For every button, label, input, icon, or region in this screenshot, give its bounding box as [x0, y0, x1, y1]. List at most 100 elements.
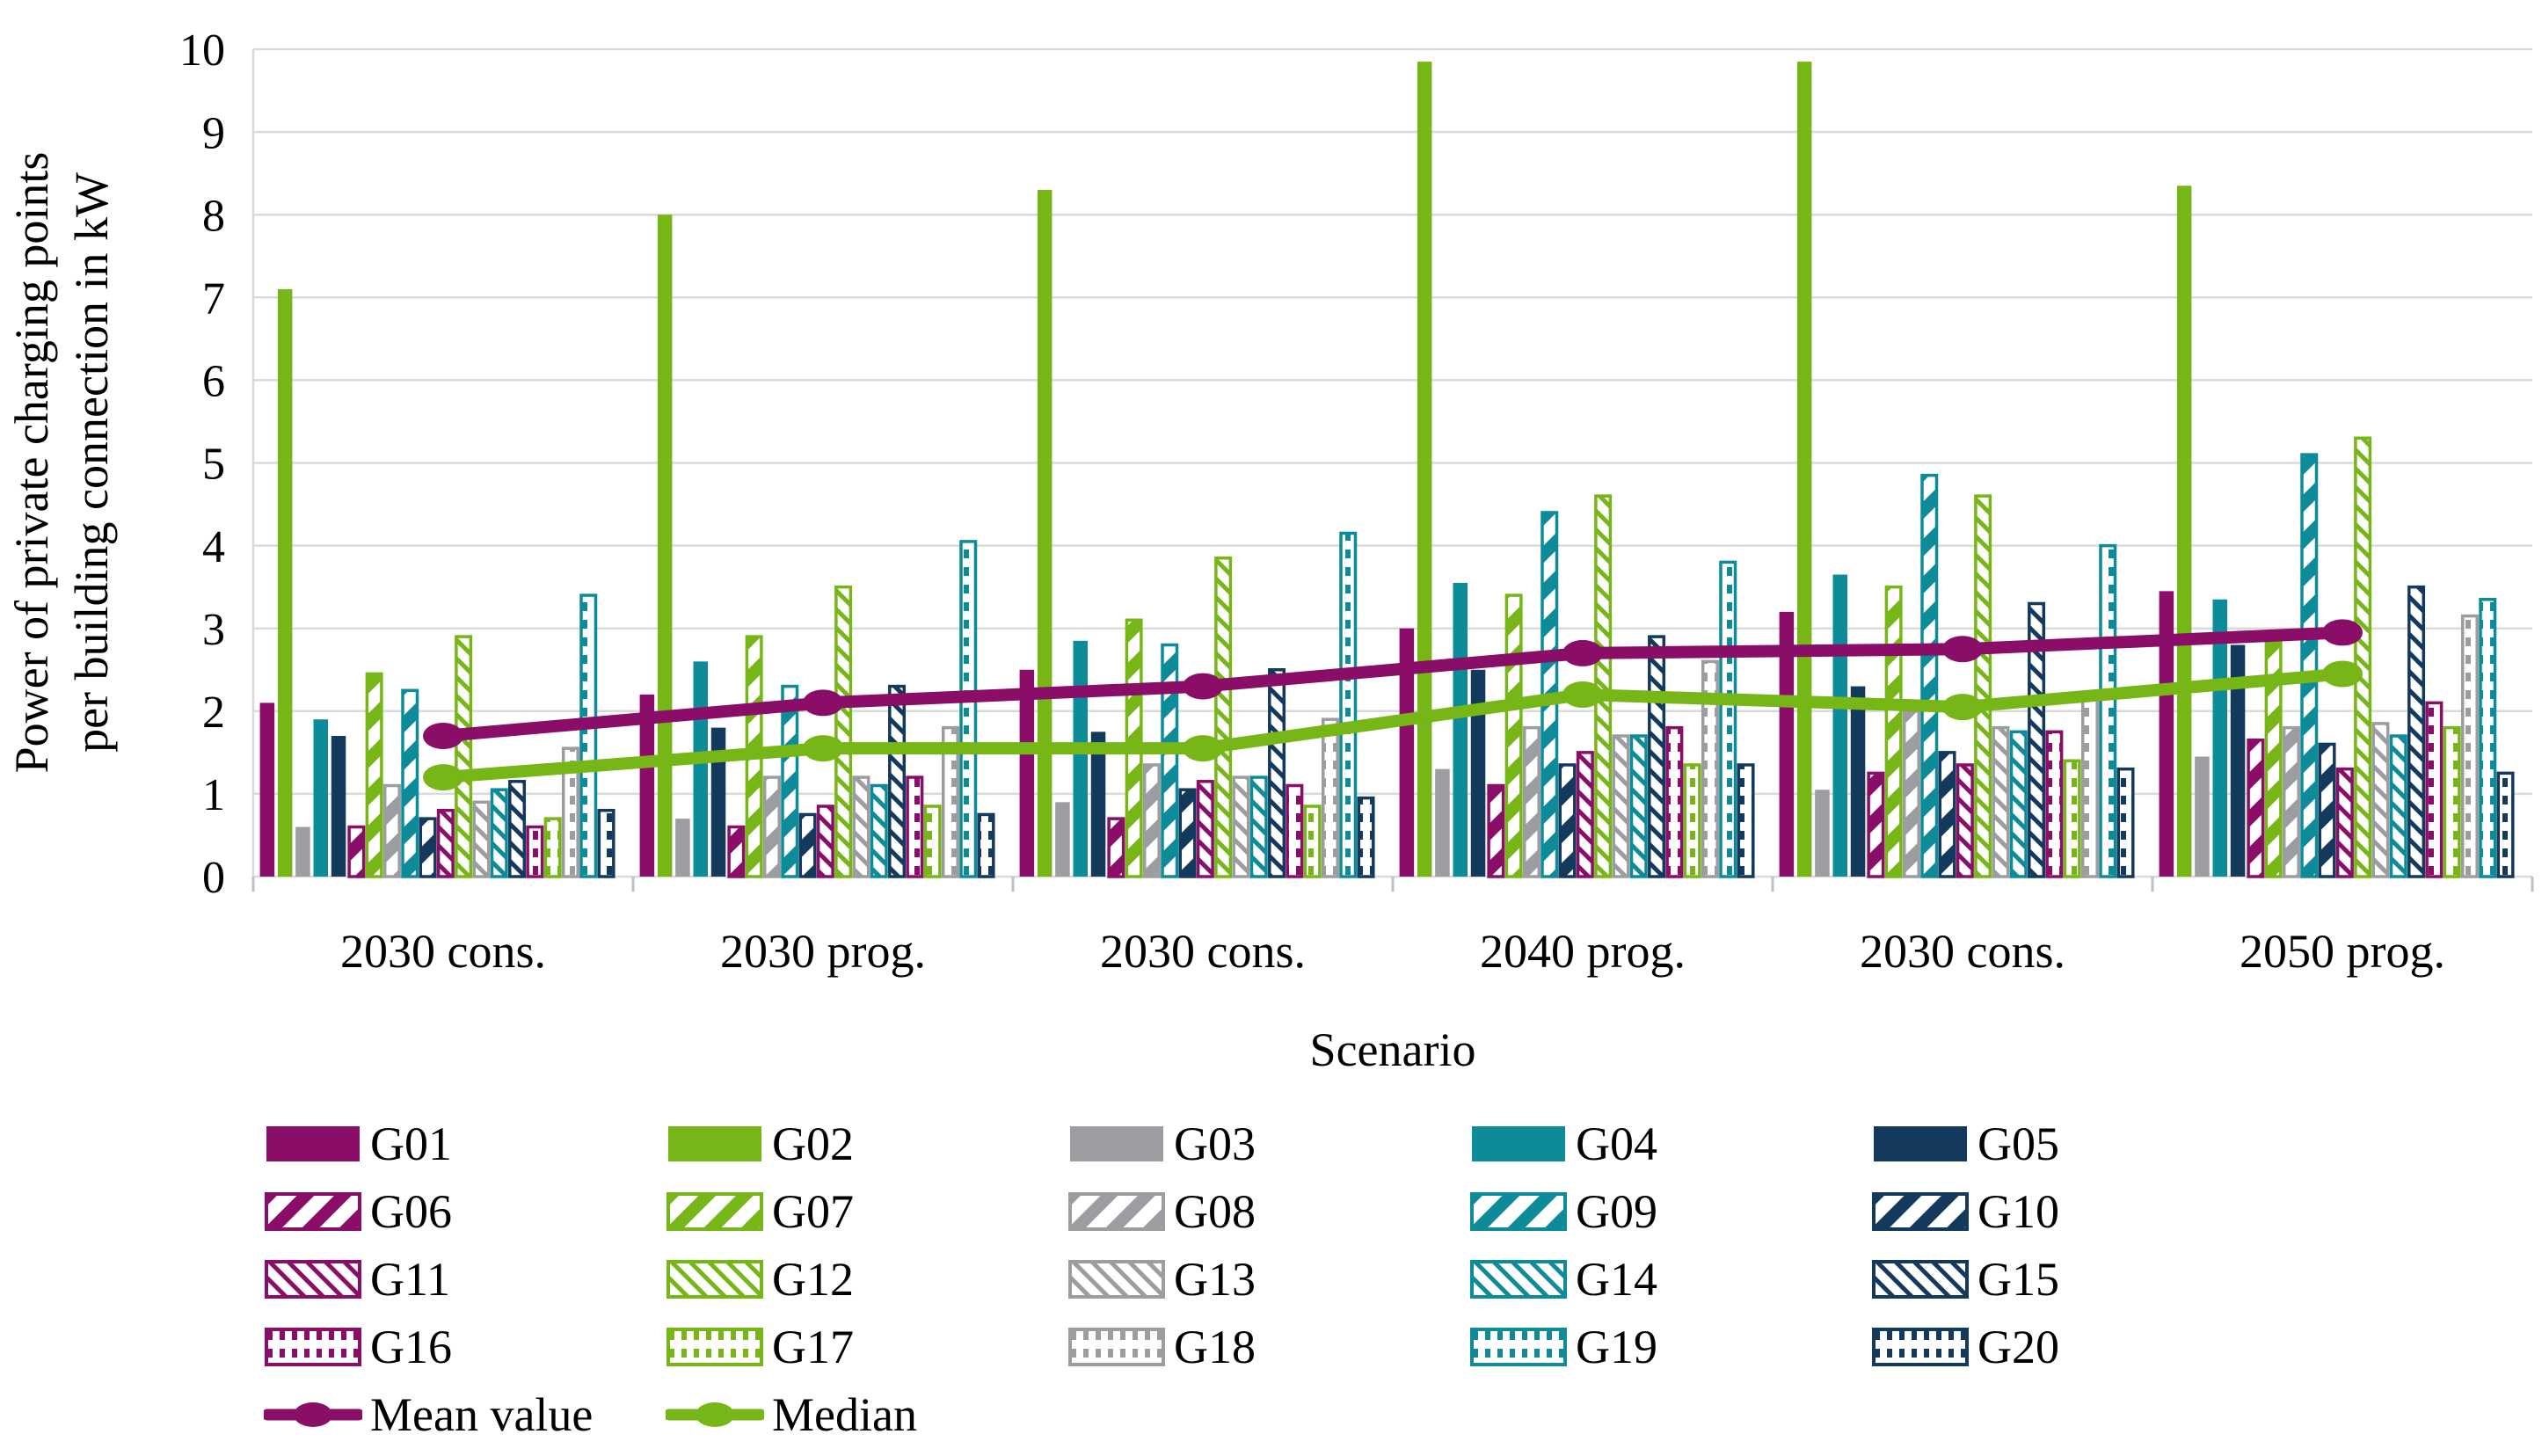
- legend-swatch-rect: [668, 1126, 761, 1161]
- legend-label: G08: [1174, 1185, 1256, 1238]
- y-tick-label: 7: [202, 274, 225, 324]
- legend-swatch: [264, 1402, 362, 1427]
- bar-G09-cat5: [1920, 473, 1939, 878]
- bar-G12-cat1: [455, 635, 473, 878]
- bar-G09-cat1: [401, 688, 419, 878]
- legend-swatch: [265, 1260, 361, 1299]
- bar-G15-cat2: [888, 684, 907, 878]
- legend-item-g08: G08: [1067, 1185, 1256, 1238]
- legend-swatch: [666, 1402, 764, 1427]
- legend-item-g04: G04: [1469, 1117, 1657, 1170]
- bar-G06-cat2: [727, 825, 746, 878]
- bar-G14-cat5: [2009, 730, 2028, 878]
- bar-G10-cat4: [1558, 763, 1577, 878]
- bar-G13-cat2: [852, 775, 870, 878]
- bar-G09-cat3: [1161, 643, 1179, 878]
- y-tick-label: 0: [202, 853, 225, 903]
- bar-G03-cat3: [1055, 802, 1070, 877]
- bar-G13-cat5: [1992, 725, 2010, 878]
- bar-G11-cat5: [1956, 763, 1974, 878]
- bar-G11-cat4: [1576, 751, 1594, 878]
- bar-G16-cat5: [2045, 730, 2064, 878]
- legend-swatch-rect: [1472, 1126, 1565, 1161]
- legend-swatch: [1872, 1328, 1969, 1366]
- y-tick-label: 1: [202, 770, 225, 820]
- bar-G20-cat1: [597, 808, 615, 878]
- legend-swatch: [1470, 1260, 1567, 1299]
- bar-G16-cat6: [2425, 701, 2444, 878]
- legend-swatch: [666, 1260, 763, 1299]
- bar-G11-cat6: [2335, 767, 2354, 878]
- bar-G02-cat6: [2176, 186, 2192, 877]
- legend-line-marker: [696, 1402, 734, 1427]
- legend-item-g20: G20: [1871, 1321, 2059, 1373]
- legend-label: Median: [772, 1388, 917, 1441]
- bar-G05-cat1: [331, 736, 346, 877]
- bar-G15-cat6: [2407, 585, 2426, 878]
- legend-swatch-rect: [265, 1260, 361, 1299]
- bar-G20-cat2: [977, 812, 995, 878]
- legend-swatch: [266, 1126, 360, 1161]
- bar-G11-cat3: [1196, 780, 1214, 878]
- bar-G19-cat2: [959, 540, 978, 878]
- bar-G11-cat1: [436, 808, 455, 878]
- mean-value-marker-cat1: [423, 723, 463, 750]
- legend-swatch-rect: [1070, 1126, 1163, 1161]
- bar-G03-cat6: [2195, 756, 2210, 877]
- bar-G05-cat6: [2230, 644, 2246, 877]
- x-category-label: 2030 cons.: [1100, 925, 1306, 978]
- bar-G01-cat6: [2159, 591, 2174, 877]
- legend-label: G18: [1174, 1321, 1256, 1373]
- bar-G02-cat2: [657, 215, 673, 877]
- legend-swatch: [1470, 1192, 1567, 1231]
- legend-label: G11: [370, 1253, 450, 1306]
- legend-swatch: [1070, 1126, 1163, 1161]
- x-category-label: 2030 cons.: [1860, 925, 2065, 978]
- mean-value-line: [437, 626, 2349, 743]
- bar-G10-cat6: [2318, 742, 2336, 878]
- legend-swatch-rect: [666, 1192, 763, 1231]
- legend-label: G14: [1576, 1253, 1657, 1306]
- bar-G18-cat1: [561, 746, 579, 878]
- bar-G16-cat4: [1665, 725, 1684, 878]
- legend-swatch: [1874, 1126, 1967, 1161]
- bar-G18-cat2: [941, 725, 959, 878]
- legend-item-g18: G18: [1067, 1321, 1256, 1373]
- legend-item-g17: G17: [666, 1321, 854, 1373]
- legend-label: G17: [772, 1321, 854, 1373]
- legend-swatch: [1068, 1192, 1165, 1231]
- bar-G09-cat2: [781, 684, 799, 878]
- bar-G19-cat4: [1719, 560, 1737, 878]
- legend-line-marker: [294, 1402, 332, 1427]
- bar-G11-cat2: [816, 804, 834, 878]
- bar-G15-cat4: [1648, 635, 1666, 878]
- bar-G08-cat1: [382, 783, 401, 878]
- bar-G13-cat3: [1232, 775, 1250, 878]
- bar-G01-cat2: [639, 694, 655, 877]
- x-category-label: 2030 prog.: [720, 925, 926, 978]
- bar-G20-cat5: [2116, 767, 2135, 878]
- bar-G16-cat2: [906, 775, 924, 878]
- legend-swatch-rect: [1874, 1126, 1967, 1161]
- legend-label: G04: [1576, 1117, 1657, 1170]
- bar-G02-cat1: [277, 288, 293, 877]
- bar-G05-cat2: [710, 727, 726, 877]
- legend-label: G16: [370, 1321, 452, 1373]
- bar-G04-cat2: [693, 661, 708, 877]
- legend-swatch-rect: [1470, 1260, 1567, 1299]
- legend-label: G20: [1978, 1321, 2059, 1373]
- legend-item-g02: G02: [666, 1117, 854, 1170]
- bar-G20-cat3: [1357, 796, 1375, 878]
- bar-G08-cat6: [2282, 725, 2300, 878]
- legend-label: G19: [1576, 1321, 1657, 1373]
- legend-swatch-rect: [666, 1328, 763, 1366]
- legend-item-g16: G16: [264, 1321, 452, 1373]
- y-tick-label: 9: [202, 108, 225, 158]
- bar-G06-cat5: [1867, 771, 1885, 878]
- bar-G16-cat1: [526, 825, 544, 878]
- legend-item-g03: G03: [1067, 1117, 1256, 1170]
- bar-G08-cat3: [1142, 763, 1161, 878]
- legend-swatch: [668, 1126, 761, 1161]
- legend-swatch-rect: [1470, 1328, 1567, 1366]
